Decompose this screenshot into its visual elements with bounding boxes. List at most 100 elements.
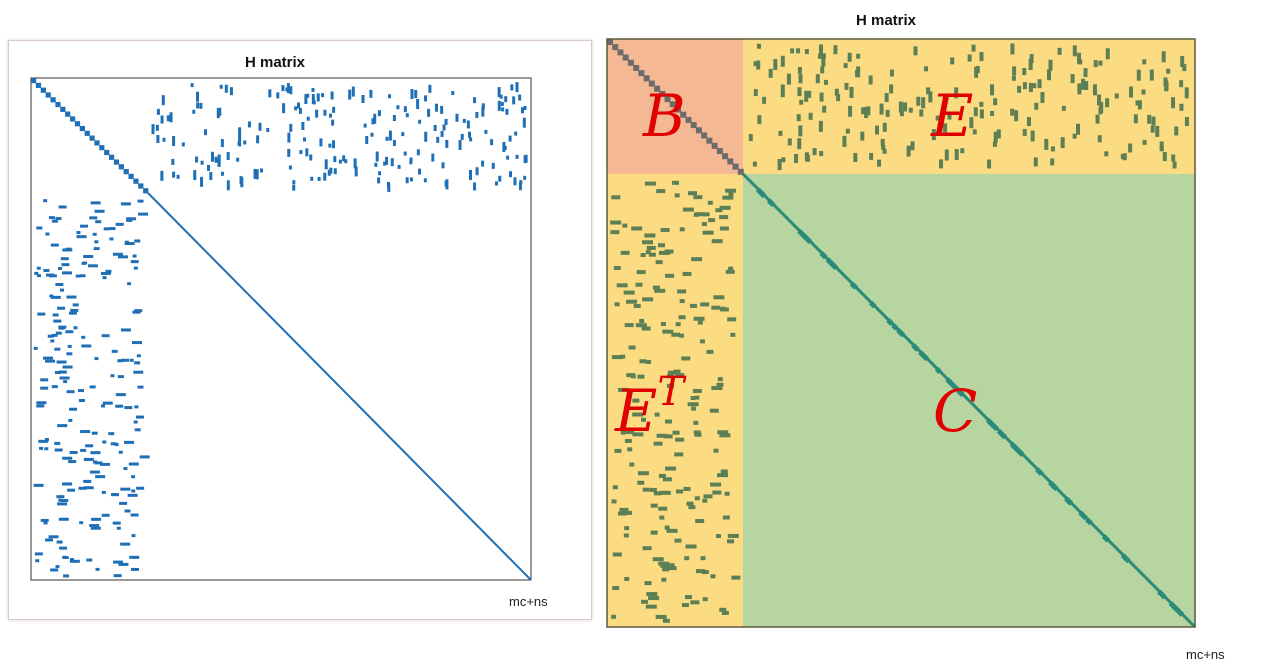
e-block-mark xyxy=(281,85,285,92)
e-block-mark xyxy=(919,109,924,117)
e-block-mark xyxy=(773,58,778,70)
e-block-mark xyxy=(1044,138,1049,150)
et-block-mark xyxy=(706,349,714,354)
et-block-mark xyxy=(95,220,102,224)
e-block-mark xyxy=(798,125,803,137)
c-diagonal-mark xyxy=(825,257,837,269)
et-block-mark xyxy=(101,334,110,338)
et-block-mark xyxy=(687,402,699,407)
et-block-mark xyxy=(666,383,674,388)
et-block-mark xyxy=(681,356,691,361)
et-block-mark xyxy=(622,223,628,228)
e-block-mark xyxy=(1159,146,1164,152)
e-block-mark xyxy=(1120,154,1125,160)
e-block-mark xyxy=(950,57,955,65)
e-block-mark xyxy=(916,96,921,106)
et-block-mark xyxy=(115,222,124,226)
et-block-mark xyxy=(109,227,116,231)
et-block-mark xyxy=(639,318,645,323)
e-block-mark xyxy=(410,89,414,100)
et-block-mark xyxy=(89,216,98,220)
e-block-mark xyxy=(344,159,348,164)
et-block-mark xyxy=(48,535,59,539)
et-block-mark xyxy=(611,355,623,360)
et-block-mark xyxy=(56,495,65,499)
e-block-mark xyxy=(500,101,504,106)
c-diagonal-mark xyxy=(1157,589,1167,600)
e-block-mark xyxy=(757,115,762,125)
et-block-mark xyxy=(673,369,681,374)
e-block-mark xyxy=(436,136,440,143)
e-block-mark xyxy=(285,87,289,92)
e-block-mark xyxy=(768,68,773,78)
et-block-mark xyxy=(642,546,652,551)
et-block-mark xyxy=(66,295,77,299)
et-block-mark xyxy=(83,479,92,483)
e-block-mark xyxy=(1098,107,1103,115)
et-block-mark xyxy=(111,493,120,497)
e-block-mark xyxy=(1034,102,1039,110)
e-block-mark xyxy=(819,151,824,157)
c-diagonal-mark xyxy=(1014,446,1025,457)
et-block-mark xyxy=(117,255,128,259)
e-block-mark xyxy=(504,96,508,103)
et-block-mark xyxy=(684,595,692,600)
main-diagonal-line xyxy=(147,192,532,581)
b-diagonal-mark xyxy=(690,122,697,129)
e-block-mark xyxy=(781,157,786,163)
e-block-mark xyxy=(1161,51,1166,63)
et-block-mark xyxy=(710,574,716,579)
c-diagonal-mark xyxy=(819,251,828,260)
et-block-mark xyxy=(116,526,121,530)
b-diagonal-mark xyxy=(638,70,645,77)
e-block-mark xyxy=(797,138,802,150)
et-block-mark xyxy=(612,552,622,557)
et-block-mark xyxy=(95,475,106,479)
et-block-mark xyxy=(33,483,44,487)
block-diagonal-mark xyxy=(99,145,105,151)
e-block-mark xyxy=(804,90,809,102)
e-block-mark xyxy=(323,172,327,181)
e-block-mark xyxy=(220,139,224,148)
e-block-mark xyxy=(1097,135,1102,143)
e-block-mark xyxy=(990,84,995,96)
et-block-mark xyxy=(662,567,670,572)
et-block-mark xyxy=(132,310,141,314)
block-diagonal-mark xyxy=(89,135,95,141)
et-block-mark xyxy=(656,433,668,438)
e-block-mark xyxy=(176,174,180,179)
e-block-mark xyxy=(1162,152,1167,162)
e-block-mark xyxy=(798,74,803,84)
et-block-mark xyxy=(44,447,49,451)
right-nonzero-marks xyxy=(607,39,1197,629)
e-block-mark xyxy=(383,161,387,166)
e-block-mark xyxy=(1081,78,1086,90)
e-block-mark xyxy=(468,131,472,138)
et-block-mark xyxy=(699,339,705,344)
c-diagonal-mark xyxy=(1035,467,1044,476)
e-block-mark xyxy=(899,111,904,117)
e-block-mark xyxy=(931,129,936,141)
e-block-mark xyxy=(375,151,379,162)
e-block-mark xyxy=(481,160,485,167)
et-block-mark xyxy=(627,447,633,452)
e-block-mark xyxy=(523,105,527,110)
et-block-mark xyxy=(78,399,85,403)
e-block-mark xyxy=(979,101,984,107)
et-block-mark xyxy=(85,444,94,448)
e-block-mark xyxy=(1104,151,1109,157)
e-block-mark xyxy=(497,100,501,111)
et-block-mark xyxy=(57,502,68,506)
e-block-mark xyxy=(833,45,838,55)
et-block-mark xyxy=(644,233,656,238)
e-block-mark xyxy=(836,94,841,102)
et-block-mark xyxy=(727,317,737,322)
e-block-mark xyxy=(879,103,884,115)
e-block-mark xyxy=(1095,114,1100,124)
et-block-mark xyxy=(68,311,77,315)
et-block-mark xyxy=(137,199,144,203)
e-block-mark xyxy=(210,151,214,162)
et-block-mark xyxy=(138,212,149,216)
e-block-mark xyxy=(1174,126,1179,136)
et-block-mark xyxy=(94,209,105,213)
